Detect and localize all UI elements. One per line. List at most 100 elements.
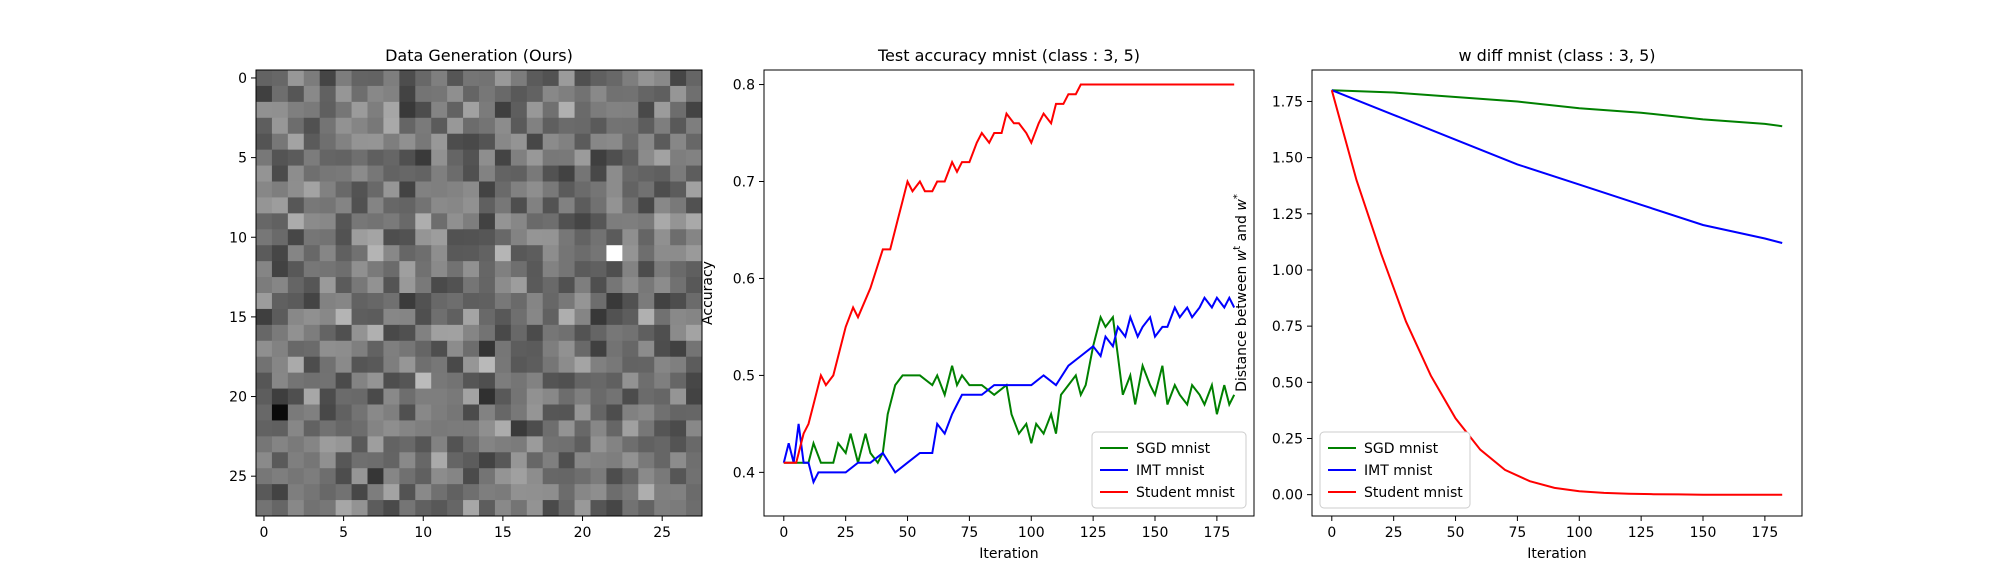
x-axis-label: Iteration bbox=[979, 546, 1038, 562]
heatmap-cell bbox=[399, 181, 416, 198]
heatmap-cell bbox=[335, 468, 353, 485]
heatmap-cell bbox=[351, 484, 368, 501]
heatmap-cell bbox=[335, 420, 353, 437]
heatmap-cell bbox=[367, 213, 384, 230]
heatmap-cell bbox=[399, 277, 416, 294]
heatmap-cell bbox=[479, 388, 496, 405]
heatmap-cell bbox=[399, 388, 416, 405]
heatmap-cell bbox=[494, 420, 512, 437]
heatmap-cell bbox=[415, 261, 432, 278]
heatmap-cell bbox=[256, 452, 273, 469]
heatmap-cell bbox=[590, 420, 607, 437]
heatmap-cell bbox=[558, 340, 576, 358]
heatmap-cell bbox=[415, 500, 432, 517]
heatmap-cell bbox=[415, 101, 432, 119]
heatmap-cell bbox=[686, 165, 703, 182]
heatmap-cell bbox=[542, 245, 560, 262]
heatmap-cell bbox=[638, 388, 655, 405]
heatmap-cell bbox=[590, 404, 607, 421]
heatmap-cell bbox=[319, 70, 337, 87]
heatmap-cell bbox=[399, 420, 416, 437]
heatmap-cell bbox=[447, 388, 464, 405]
heatmap-cell bbox=[670, 277, 687, 294]
heatmap-cell bbox=[367, 261, 384, 278]
heatmap-cell bbox=[319, 404, 337, 421]
heatmap-cell bbox=[638, 404, 655, 421]
heatmap-cell bbox=[335, 484, 353, 501]
heatmap-cell bbox=[463, 213, 480, 230]
heatmap-cell bbox=[622, 388, 639, 405]
heatmap-cell bbox=[335, 70, 353, 87]
heatmap-cell bbox=[463, 293, 480, 310]
heatmap-cell bbox=[542, 181, 560, 198]
heatmap-cell bbox=[383, 165, 400, 182]
heatmap-cell bbox=[431, 261, 448, 278]
heatmap-cell bbox=[558, 117, 576, 135]
heatmap-cell bbox=[287, 500, 305, 517]
heatmap-cell bbox=[606, 308, 623, 326]
heatmap-cell bbox=[431, 436, 448, 453]
heatmap-cell bbox=[335, 197, 353, 214]
heatmap-cell bbox=[622, 70, 639, 87]
heatmap-cell bbox=[479, 117, 496, 135]
heatmap-cell bbox=[526, 165, 544, 182]
heatmap-cell bbox=[526, 404, 544, 421]
heatmap-cell bbox=[686, 484, 703, 501]
heatmap-cell bbox=[335, 101, 353, 119]
heatmap-cell bbox=[494, 356, 512, 374]
heatmap-cell bbox=[590, 245, 607, 262]
y-tick-label: 1.75 bbox=[1272, 94, 1303, 110]
heatmap-cell bbox=[256, 356, 273, 374]
heatmap-cell bbox=[542, 133, 560, 151]
heatmap-cell bbox=[526, 261, 544, 278]
heatmap-cell bbox=[590, 484, 607, 501]
heatmap-cell bbox=[574, 133, 591, 151]
heatmap-cell bbox=[638, 181, 655, 198]
heatmap-cell bbox=[622, 213, 639, 230]
heatmap-cell bbox=[256, 261, 273, 278]
heatmap-cell bbox=[654, 388, 671, 405]
heatmap-cell bbox=[510, 181, 528, 198]
heatmap-cell bbox=[287, 293, 305, 310]
heatmap-cell bbox=[303, 484, 321, 501]
heatmap-cell bbox=[479, 356, 496, 374]
heatmap-cell bbox=[606, 500, 623, 517]
heatmap-cell bbox=[494, 101, 512, 119]
heatmap-cell bbox=[367, 277, 384, 294]
heatmap-cell bbox=[431, 213, 448, 230]
heatmap-cell bbox=[287, 404, 305, 421]
heatmap-cell bbox=[271, 436, 289, 453]
heatmap-cell bbox=[383, 340, 400, 358]
heatmap-cell bbox=[271, 181, 289, 198]
heatmap-cell bbox=[256, 117, 273, 135]
x-tick-label: 150 bbox=[1142, 525, 1169, 541]
heatmap-cell bbox=[351, 468, 368, 485]
heatmap-cell bbox=[494, 484, 512, 501]
heatmap-cell bbox=[622, 420, 639, 437]
heatmap-cell bbox=[447, 484, 464, 501]
heatmap-cell bbox=[463, 245, 480, 262]
heatmap-cell bbox=[463, 181, 480, 198]
heatmap-cell bbox=[399, 85, 416, 103]
heatmap-cell bbox=[670, 261, 687, 278]
heatmap-cell bbox=[542, 197, 560, 214]
heatmap-cell bbox=[622, 356, 639, 374]
heatmap-cell bbox=[303, 229, 321, 246]
heatmap-cell bbox=[415, 277, 432, 294]
y-tick-label: 0.6 bbox=[733, 271, 755, 287]
heatmap-cell bbox=[558, 149, 576, 167]
heatmap-cell bbox=[431, 197, 448, 214]
heatmap-cell bbox=[303, 500, 321, 517]
heatmap-cell bbox=[287, 101, 305, 119]
heatmap-cell bbox=[622, 340, 639, 358]
heatmap-cell bbox=[686, 181, 703, 198]
heatmap-cell bbox=[415, 293, 432, 310]
y-tick-label: 20 bbox=[229, 390, 247, 406]
heatmap-cell bbox=[542, 229, 560, 246]
heatmap-cell bbox=[654, 117, 671, 135]
heatmap-cell bbox=[622, 149, 639, 167]
heatmap-cell bbox=[351, 165, 368, 182]
heatmap-cell bbox=[367, 165, 384, 182]
heatmap-cell bbox=[463, 356, 480, 374]
heatmap-cell bbox=[494, 340, 512, 358]
